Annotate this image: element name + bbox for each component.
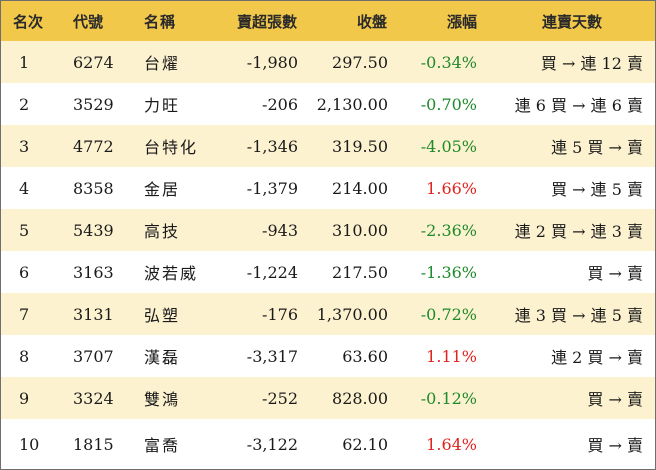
streak-cell: 連 2 買 → 賣 [551,348,643,367]
header-rank: 名次 [13,12,44,31]
name-cell: 富喬 [144,436,181,455]
header-change: 漲幅 [446,12,477,31]
streak-cell: 連 5 買 → 賣 [551,138,643,157]
code-cell: 5439 [73,220,114,240]
rank-cell: 8 [19,346,30,366]
name-cell: 弘塑 [144,306,181,325]
streak-cell: 買 → 連 12 賣 [540,54,643,73]
rank-cell: 1 [19,52,30,72]
change-cell: -0.70% [420,94,477,114]
table-row: 5 5439 高技 -943 310.00 -2.36% 連 2 買 → 連 3… [1,209,655,251]
rank-cell: 4 [19,178,30,198]
close-cell: 310.00 [332,220,388,240]
change-cell: 1.66% [426,178,477,198]
name-cell: 台燿 [144,54,181,73]
net-sell-cell: -176 [262,304,298,324]
table-row: 8 3707 漢磊 -3,317 63.60 1.11% 連 2 買 → 賣 [1,335,655,377]
table-row: 3 4772 台特化 -1,346 319.50 -4.05% 連 5 買 → … [1,125,655,167]
net-sell-cell: -1,980 [246,52,298,72]
table-row: 7 3131 弘塑 -176 1,370.00 -0.72% 連 3 買 → 連… [1,293,655,335]
table-row: 10 1815 富喬 -3,122 62.10 1.64% 買 → 賣 [1,419,655,469]
close-cell: 1,370.00 [316,304,388,324]
header-code: 代號 [73,12,104,31]
rank-cell: 6 [19,262,30,282]
change-cell: -0.34% [420,52,477,72]
table-row: 4 8358 金居 -1,379 214.00 1.66% 買 → 連 5 賣 [1,167,655,209]
close-cell: 2,130.00 [316,94,388,114]
name-cell: 力旺 [144,96,181,115]
close-cell: 319.50 [332,136,388,156]
code-cell: 3163 [73,262,114,282]
net-sell-cell: -3,122 [246,434,298,454]
streak-cell: 買 → 賣 [587,436,643,455]
name-cell: 漢磊 [144,348,181,367]
streak-cell: 連 3 買 → 連 5 賣 [514,306,643,325]
code-cell: 8358 [73,178,114,198]
table-header-row: 名次 代號 名稱 賣超張數 收盤 漲幅 連賣天數 [1,1,655,41]
streak-cell: 連 6 買 → 連 6 賣 [514,96,643,115]
header-name: 名稱 [144,12,177,31]
rank-cell: 9 [19,388,30,408]
code-cell: 3324 [73,388,114,408]
streak-cell: 買 → 賣 [587,390,643,409]
name-cell: 金居 [144,180,181,199]
rank-cell: 2 [19,94,30,114]
name-cell: 波若威 [144,264,199,283]
close-cell: 217.50 [332,262,388,282]
streak-cell: 買 → 賣 [587,264,643,283]
close-cell: 62.10 [342,434,388,454]
net-sell-cell: -252 [262,388,298,408]
code-cell: 4772 [73,136,114,156]
table-row: 9 3324 雙鴻 -252 828.00 -0.12% 買 → 賣 [1,377,655,419]
streak-cell: 連 2 買 → 連 3 賣 [514,222,643,241]
code-cell: 1815 [73,434,114,454]
name-cell: 台特化 [144,138,199,157]
table-row: 6 3163 波若威 -1,224 217.50 -1.36% 買 → 賣 [1,251,655,293]
header-net-sell: 賣超張數 [236,12,297,31]
table-row: 1 6274 台燿 -1,980 297.50 -0.34% 買 → 連 12 … [1,41,655,83]
net-sell-cell: -1,224 [246,262,298,282]
net-sell-cell: -1,379 [246,178,298,198]
header-streak: 連賣天數 [541,12,602,31]
change-cell: 1.11% [426,346,477,366]
close-cell: 214.00 [332,178,388,198]
rank-cell: 3 [19,136,30,156]
streak-cell: 買 → 連 5 賣 [551,180,643,199]
change-cell: -0.72% [420,304,477,324]
name-cell: 高技 [144,222,181,241]
change-cell: -1.36% [420,262,477,282]
code-cell: 6274 [73,52,114,72]
code-cell: 3529 [73,94,114,114]
net-sell-cell: -3,317 [246,346,298,366]
table-row: 2 3529 力旺 -206 2,130.00 -0.70% 連 6 買 → 連… [1,83,655,125]
close-cell: 297.50 [332,52,388,72]
change-cell: -4.05% [420,136,477,156]
rank-cell: 7 [19,304,30,324]
change-cell: -2.36% [420,220,477,240]
name-cell: 雙鴻 [144,390,181,409]
net-sell-cell: -943 [262,220,298,240]
header-close: 收盤 [356,12,387,31]
net-sell-cell: -206 [262,94,298,114]
change-cell: -0.12% [420,388,477,408]
close-cell: 828.00 [332,388,388,408]
code-cell: 3131 [73,304,114,324]
rank-cell: 10 [19,434,40,454]
rank-cell: 5 [19,220,30,240]
change-cell: 1.64% [426,434,477,454]
close-cell: 63.60 [342,346,388,366]
code-cell: 3707 [73,346,114,366]
net-sell-cell: -1,346 [246,136,298,156]
